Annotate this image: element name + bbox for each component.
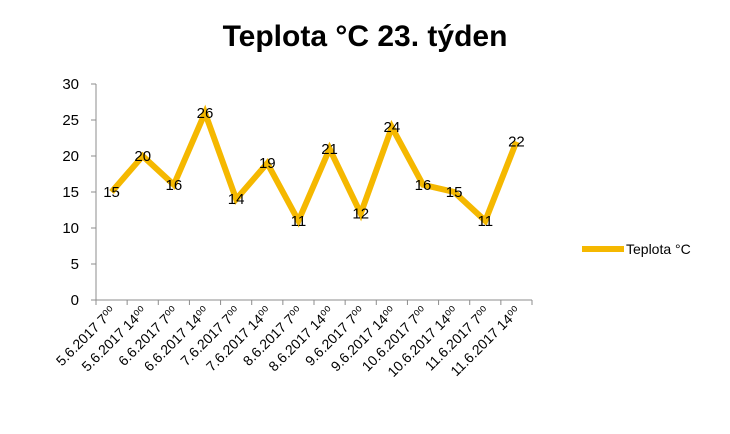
y-tick-label: 0 — [71, 292, 79, 309]
data-labels: 15 20 16 26 14 19 11 21 12 24 16 15 11 22 — [103, 105, 525, 230]
legend-label: Teplota °C — [626, 241, 691, 257]
series-group — [109, 104, 520, 228]
y-tick-label: 10 — [62, 220, 79, 237]
data-label: 16 — [166, 177, 183, 194]
chart-title: Teplota °C 23. týden — [223, 20, 508, 53]
y-axis-ticks: 0 5 10 15 20 25 30 — [62, 76, 96, 309]
y-tick-label: 30 — [62, 76, 79, 93]
data-label: 16 — [415, 177, 432, 194]
data-label: 14 — [228, 191, 245, 208]
data-label: 26 — [197, 105, 214, 122]
y-tick-label: 5 — [71, 256, 79, 273]
data-label: 11 — [477, 213, 493, 230]
data-label: 21 — [321, 141, 338, 158]
data-label: 12 — [352, 206, 369, 223]
data-label: 20 — [134, 148, 151, 165]
y-tick-label: 15 — [62, 184, 79, 201]
data-label: 24 — [384, 119, 401, 136]
series-line — [109, 104, 520, 228]
data-label: 15 — [103, 184, 120, 201]
legend: Teplota °C — [582, 241, 691, 257]
data-label: 11 — [291, 213, 307, 230]
y-tick-label: 25 — [62, 112, 79, 129]
data-label: 15 — [446, 184, 463, 201]
data-label: 22 — [508, 134, 525, 151]
y-tick-label: 20 — [62, 148, 79, 165]
data-label: 19 — [259, 155, 276, 172]
